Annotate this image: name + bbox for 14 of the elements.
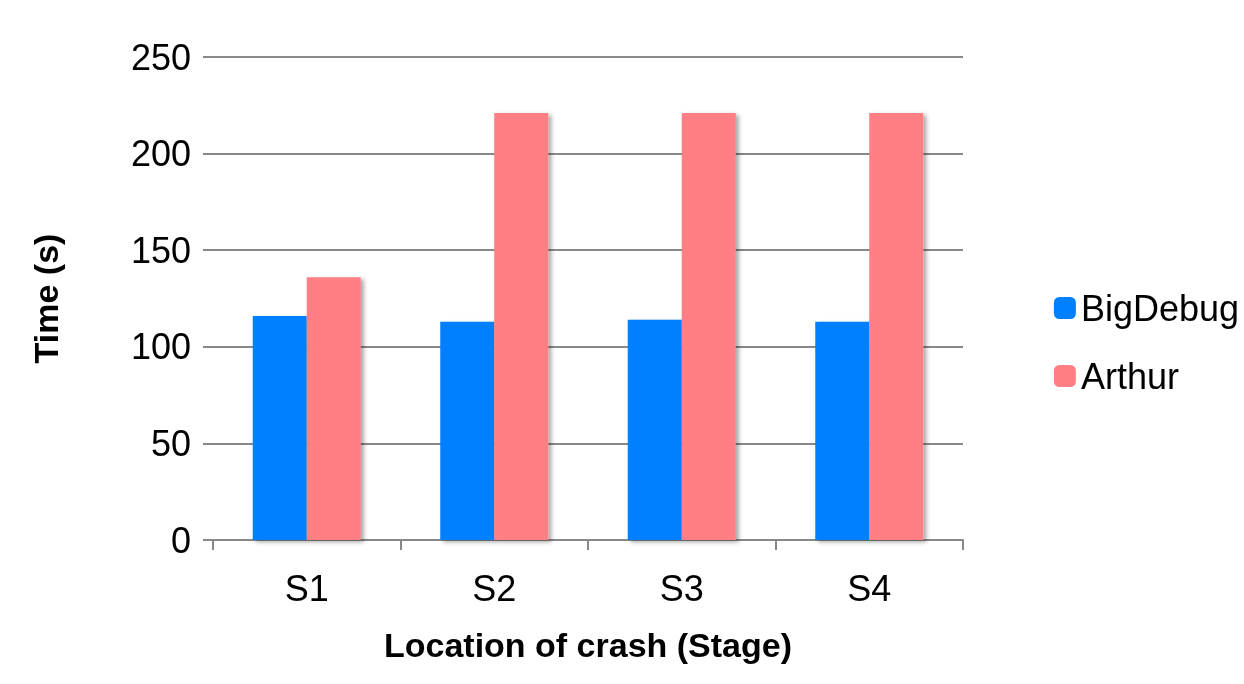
legend-label: BigDebug xyxy=(1080,287,1240,329)
x-axis-title: Location of crash (Stage) xyxy=(383,626,793,664)
y-tick-label: 0 xyxy=(170,519,191,561)
x-tick-label: S3 xyxy=(659,567,704,609)
y-tick-label: 50 xyxy=(150,422,191,464)
x-tick-label: S2 xyxy=(472,567,517,609)
x-tick-label: S1 xyxy=(284,567,329,609)
legend-label: Arthur xyxy=(1080,355,1179,397)
x-tick-label: S4 xyxy=(847,567,892,609)
y-tick-label: 200 xyxy=(130,133,191,175)
y-tick-label: 150 xyxy=(130,229,191,271)
y-tick-label: 250 xyxy=(130,36,191,78)
y-tick-label: 100 xyxy=(130,326,191,368)
y-axis-title: Time (s) xyxy=(27,233,65,364)
